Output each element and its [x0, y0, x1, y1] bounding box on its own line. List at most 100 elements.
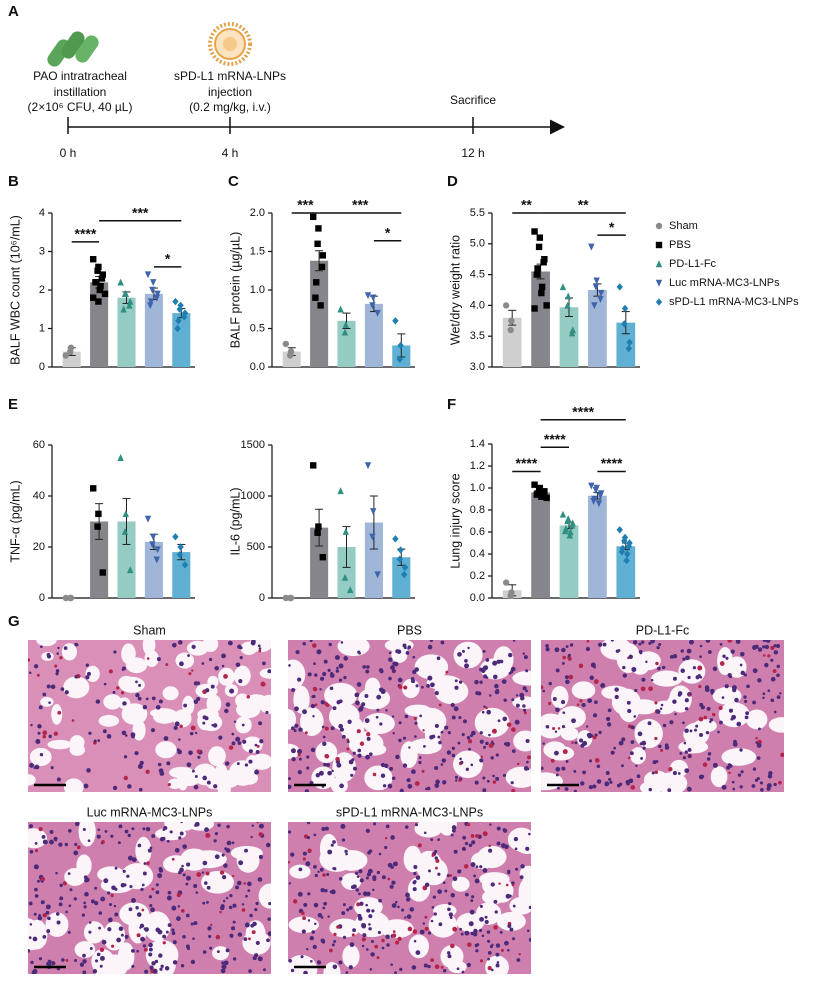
nucleus	[632, 640, 638, 645]
alveolus	[121, 703, 148, 725]
nucleus	[180, 963, 185, 968]
nucleus	[309, 959, 313, 963]
nucleus	[370, 952, 375, 957]
nucleus	[55, 669, 60, 673]
y-tick-label: 1.5	[250, 245, 265, 257]
nucleus	[97, 828, 101, 831]
nucleus	[178, 870, 182, 875]
nucleus	[484, 706, 488, 710]
nucleus	[386, 943, 390, 947]
bar	[90, 521, 109, 598]
nucleus	[193, 884, 198, 889]
nucleus	[407, 783, 413, 789]
nucleus	[555, 707, 560, 713]
data-point	[154, 290, 161, 298]
data-point	[624, 550, 631, 558]
nucleus	[438, 740, 442, 745]
nucleus	[338, 663, 344, 669]
nucleus	[573, 769, 577, 773]
nucleus	[487, 939, 491, 943]
nucleus	[500, 948, 504, 952]
nucleus	[297, 769, 302, 775]
nucleus	[137, 843, 142, 848]
data-point	[392, 535, 399, 543]
nucleus	[701, 774, 705, 778]
nucleus	[722, 654, 726, 658]
nucleus	[391, 715, 395, 718]
nucleus	[454, 685, 459, 690]
nucleus	[482, 868, 488, 873]
data-point	[625, 542, 633, 550]
nucleus	[178, 738, 181, 741]
nucleus	[380, 773, 386, 778]
nucleus	[50, 766, 54, 770]
nucleus	[484, 915, 488, 919]
nucleus	[106, 734, 112, 739]
nucleus	[85, 675, 90, 680]
nucleus	[303, 970, 308, 974]
significance-label: ***	[132, 204, 149, 220]
nucleus	[423, 963, 428, 968]
nucleus	[294, 723, 299, 728]
nucleus	[176, 892, 182, 898]
nucleus	[28, 936, 32, 940]
nucleus	[380, 689, 386, 695]
nucleus	[141, 883, 145, 887]
y-axis-label: BALF protein (µg/µL)	[228, 232, 242, 349]
nucleus	[243, 937, 248, 942]
nucleus	[307, 892, 311, 896]
nucleus	[470, 899, 474, 903]
nucleus	[382, 784, 387, 788]
nucleus	[596, 764, 601, 769]
nucleus	[565, 645, 569, 648]
nucleus	[193, 784, 199, 790]
nucleus	[336, 666, 339, 670]
nucleus	[56, 920, 61, 925]
nucleus	[59, 896, 64, 901]
nucleus	[219, 870, 225, 875]
nucleus	[319, 688, 322, 691]
nucleus	[519, 875, 524, 880]
nucleus	[440, 730, 444, 734]
nucleus	[356, 682, 362, 687]
nucleus	[446, 874, 450, 878]
data-point	[121, 528, 129, 535]
legend-marker	[655, 241, 663, 249]
nucleus	[131, 827, 135, 831]
nucleus	[418, 760, 422, 765]
nucleus	[92, 969, 98, 974]
nucleus	[350, 773, 354, 777]
alveolus	[340, 716, 365, 741]
nucleus	[518, 952, 521, 956]
nucleus	[237, 932, 243, 937]
nucleus	[622, 665, 626, 670]
data-point	[147, 302, 154, 310]
nucleus	[655, 760, 659, 763]
nucleus	[160, 964, 164, 968]
nucleus	[732, 687, 737, 693]
nucleus	[88, 731, 92, 735]
nucleus	[709, 718, 714, 722]
nucleus	[391, 776, 396, 781]
nucleus	[229, 688, 235, 694]
nucleus	[778, 780, 782, 785]
nucleus	[123, 775, 129, 781]
nucleus	[594, 700, 598, 705]
nucleus	[682, 721, 685, 725]
nucleus	[541, 766, 544, 771]
nucleus	[298, 727, 303, 732]
nucleus	[84, 891, 89, 897]
event-label: sPD-L1 mRNA-LNPs	[174, 69, 286, 83]
data-point	[538, 493, 545, 500]
nucleus	[302, 709, 307, 715]
panel-label: F	[447, 396, 456, 413]
nucleus	[206, 885, 211, 890]
nucleus	[309, 640, 313, 643]
nucleus	[640, 756, 644, 760]
nucleus	[410, 677, 415, 681]
nucleus	[159, 837, 165, 842]
bar	[588, 495, 607, 598]
nucleus	[467, 646, 470, 650]
nucleus	[214, 854, 220, 860]
nucleus	[762, 640, 767, 643]
